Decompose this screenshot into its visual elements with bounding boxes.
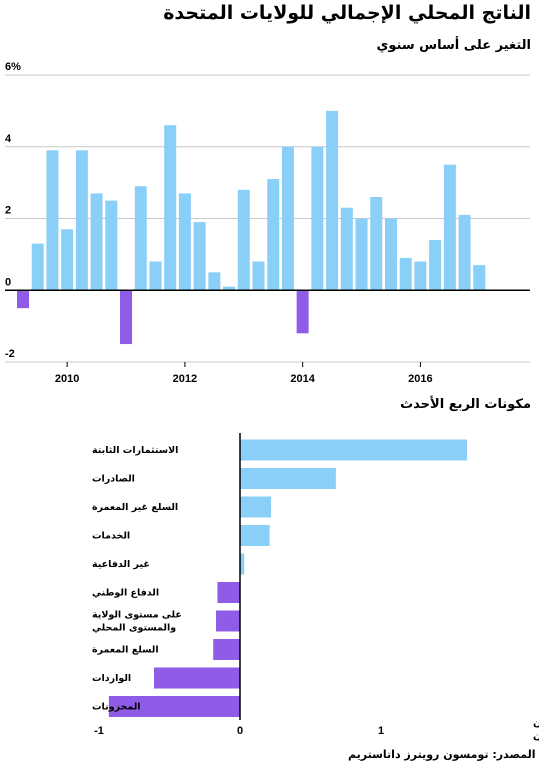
gdp-bar [384,218,397,291]
gdp-bar [458,214,471,291]
gdp-bar [281,146,294,291]
gdp-bar [208,272,221,291]
category-label: الخدمات [92,531,130,542]
gdp-bar [193,222,206,291]
gdp-bar [31,243,44,291]
y-tick-label: 6% [5,61,21,73]
gdp-bar [370,196,383,291]
y-tick-label: 2 [5,205,11,217]
x-tick-label: 2012 [173,373,197,385]
gdp-bar [296,290,309,334]
gdp-bar [473,265,486,291]
gdp-bar [223,286,236,291]
category-label: السلع غير المعمرة [92,502,178,513]
gdp-bar [237,189,250,291]
y-tick-label: -2 [5,348,15,360]
gdp-bar [120,290,133,345]
x-tick-label: 2014 [290,373,315,385]
chart-title: الناتج المحلي الإجمالي للولايات المتحدة [163,2,531,24]
category-label: الصادرات [92,474,135,485]
gdp-bar [443,164,456,291]
category-label: والمستوى المحلي [92,623,176,634]
gdp-bar [149,261,162,291]
y-tick-label: 0 [5,276,11,288]
component-bar [240,439,468,461]
x-tick-label: -1 [94,725,104,737]
category-label: السلع المعمرة [92,645,159,656]
unit-label: نقطتان [533,718,539,729]
gdp-bar [414,261,427,291]
y-tick-label: 4 [5,133,12,145]
component-bar [217,582,240,603]
gdp-bar [311,146,324,291]
component-bar [240,525,270,546]
gdp-bar [399,257,412,291]
component-bar [240,468,336,489]
gdp-bar [105,200,118,291]
gdp-bar [429,240,442,291]
gdp-bar [61,229,74,291]
category-label: الدفاع الوطني [92,588,159,599]
x-tick-label: 1 [378,725,384,737]
gdp-bar [134,186,147,291]
component-bar [108,696,241,717]
category-label: المخزونات [92,702,141,713]
component-bar [240,553,245,575]
gdp-bar [164,125,177,291]
component-bar [213,639,240,660]
gdp-bar [267,179,280,291]
gdp-bar [252,261,265,291]
category-label: على مستوى الولاية [92,610,182,621]
gdp-bar [46,150,59,291]
gdp-bar [178,193,191,291]
components-title: مكونات الربع الأحدث [400,397,531,412]
category-label: غير الدفاعية [92,559,150,570]
x-tick-label: 2016 [408,373,432,385]
gdp-bar [340,207,353,291]
x-tick-label: 2010 [55,373,79,385]
x-tick-label: 0 [237,725,243,737]
source-note: المصدر: تومسون رويترز داتاستريم [348,748,536,761]
gdp-bar [75,150,88,291]
unit-label: مئويتان [533,731,539,742]
category-label: الواردات [92,673,131,684]
gdp-bar [355,218,368,291]
component-bar [216,610,240,632]
gdp-bar [17,290,29,309]
gdp-bar-chart: 6% 4 2 0 -2 2010 2012 2014 2016 [5,61,530,385]
component-bar [153,667,240,689]
chart-subtitle: التغير على أساس سنوي [376,38,531,53]
category-label: الاستثمارات الثابتة [92,445,178,456]
gdp-bar [90,193,103,291]
gdp-bar [326,110,339,291]
component-bar [240,496,272,518]
